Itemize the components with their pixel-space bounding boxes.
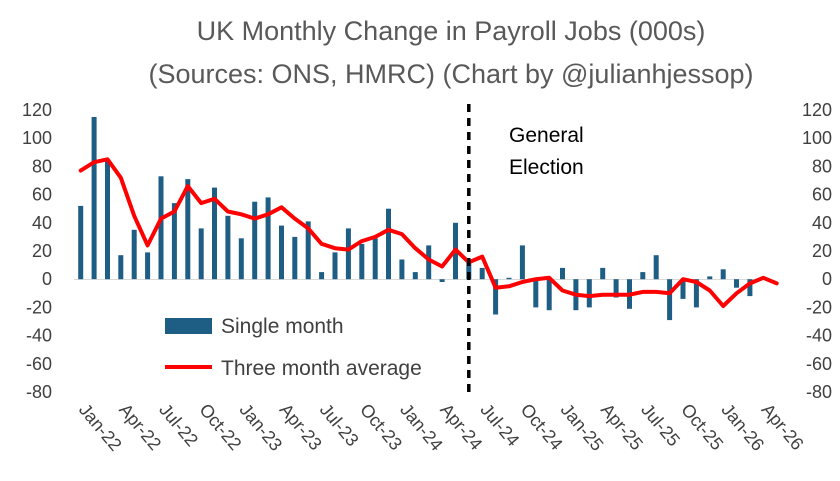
- y-tick-label-left: 80: [32, 156, 52, 176]
- bar-single-month: [212, 187, 217, 280]
- legend-label-single-month: Single month: [221, 315, 344, 338]
- y-tick-label-left: -20: [26, 297, 52, 317]
- bar-single-month: [600, 267, 606, 280]
- x-axis-labels: Jan-22Apr-22Jul-22Oct-22Jan-23Apr-23Jul-…: [75, 400, 808, 455]
- x-tick-label: Jan-25: [557, 400, 608, 455]
- bar-single-month: [667, 279, 673, 321]
- bar-single-month: [466, 259, 472, 280]
- bar-single-month: [319, 272, 325, 280]
- bar-single-month: [305, 221, 311, 280]
- single-month-bars: [78, 117, 753, 321]
- bar-single-month: [519, 245, 525, 280]
- bar-single-month: [292, 236, 298, 280]
- x-tick-label: Apr-25: [597, 400, 647, 454]
- y-tick-label-left: 60: [32, 185, 52, 205]
- x-tick-label: Oct-24: [517, 400, 567, 454]
- bar-single-month: [372, 238, 378, 280]
- x-tick-label: Apr-24: [436, 400, 486, 454]
- y-tick-label-left: 0: [42, 269, 52, 289]
- bar-single-month: [560, 267, 565, 280]
- bar-single-month: [238, 238, 244, 280]
- chart-subtitle: (Sources: ONS, HMRC) (Chart by @julianhj…: [148, 59, 753, 89]
- bar-single-month: [158, 176, 164, 280]
- y-tick-label-left: 100: [22, 128, 52, 148]
- bar-single-month: [78, 205, 84, 280]
- x-tick-label: Jan-23: [236, 400, 287, 455]
- bar-single-month: [640, 272, 646, 280]
- bar-single-month: [653, 255, 659, 280]
- bar-single-month: [171, 203, 177, 280]
- y-tick-label-right: 120: [802, 100, 832, 120]
- chart-title: UK Monthly Change in Payroll Jobs (000s): [197, 16, 706, 46]
- y-tick-label-left: -80: [26, 382, 52, 402]
- annotation-election: Election: [509, 156, 584, 179]
- bar-single-month: [105, 160, 110, 280]
- bar-single-month: [345, 228, 351, 280]
- bar-single-month: [185, 179, 191, 280]
- bar-single-month: [265, 197, 271, 280]
- y-tick-label-right: -60: [806, 354, 832, 374]
- y-tick-label-right: 0: [822, 269, 832, 289]
- x-tick-label: Apr-26: [758, 400, 808, 454]
- x-tick-label: Oct-23: [356, 400, 406, 454]
- bar-single-month: [734, 279, 739, 288]
- bar-single-month: [707, 276, 713, 280]
- bar-single-month: [279, 225, 284, 280]
- bar-single-month: [252, 201, 258, 280]
- y-tick-label-right: -20: [806, 297, 832, 317]
- bar-single-month: [225, 215, 231, 280]
- y-tick-label-right: 60: [812, 185, 832, 205]
- y-tick-label-right: 100: [802, 128, 832, 148]
- legend: Single month Three month average: [165, 315, 422, 380]
- y-tick-label-right: 80: [812, 156, 832, 176]
- bar-single-month: [386, 208, 391, 280]
- y-tick-label-right: 20: [812, 241, 832, 261]
- bar-single-month: [747, 279, 753, 297]
- bar-single-month: [613, 279, 619, 298]
- bar-single-month: [693, 279, 699, 308]
- bar-single-month: [412, 272, 418, 280]
- y-tick-label-right: -40: [806, 326, 832, 346]
- x-tick-label: Jan-22: [75, 400, 126, 455]
- y-tick-label-left: 40: [32, 213, 52, 233]
- bar-single-month: [359, 243, 365, 280]
- bar-single-month: [145, 252, 151, 280]
- bar-single-month: [493, 279, 499, 315]
- bar-single-month: [586, 279, 592, 308]
- y-tick-label-left: -40: [26, 326, 52, 346]
- y-tick-label-left: 20: [32, 241, 52, 261]
- bar-single-month: [91, 117, 97, 280]
- bar-single-month: [506, 277, 512, 280]
- bar-single-month: [426, 245, 432, 280]
- y-tick-label-left: 120: [22, 100, 52, 120]
- bar-single-month: [399, 259, 405, 280]
- bar-single-month: [680, 279, 686, 299]
- bar-single-month: [546, 279, 552, 311]
- y-tick-label-right: 40: [812, 213, 832, 233]
- bar-single-month: [439, 279, 445, 282]
- y-tick-label-right: -80: [806, 382, 832, 402]
- x-tick-label: Apr-22: [115, 400, 165, 454]
- x-tick-label: Jan-24: [396, 400, 447, 455]
- three-month-average-line: [78, 157, 779, 308]
- bar-single-month: [118, 255, 124, 280]
- y-axis-left: 120 100 80 60 40 20 0 -20 -40 -60 -80: [22, 100, 52, 402]
- legend-swatch-single-month: [165, 318, 212, 334]
- bar-single-month: [533, 279, 539, 308]
- y-axis-right: 120 100 80 60 40 20 0 -20 -40 -60 -80: [802, 100, 832, 402]
- y-tick-label-left: -60: [26, 354, 52, 374]
- bar-single-month: [720, 269, 726, 280]
- x-tick-label: Apr-23: [276, 400, 326, 454]
- legend-label-three-month-average: Three month average: [221, 357, 422, 380]
- bar-single-month: [332, 252, 338, 280]
- annotation-general: General: [509, 124, 584, 147]
- bar-single-month: [198, 228, 204, 280]
- bar-single-month: [479, 267, 485, 280]
- x-tick-label: Jan-26: [717, 400, 768, 455]
- bar-single-month: [131, 229, 137, 280]
- x-tick-label: Oct-22: [195, 400, 245, 454]
- x-tick-label: Oct-25: [677, 400, 727, 454]
